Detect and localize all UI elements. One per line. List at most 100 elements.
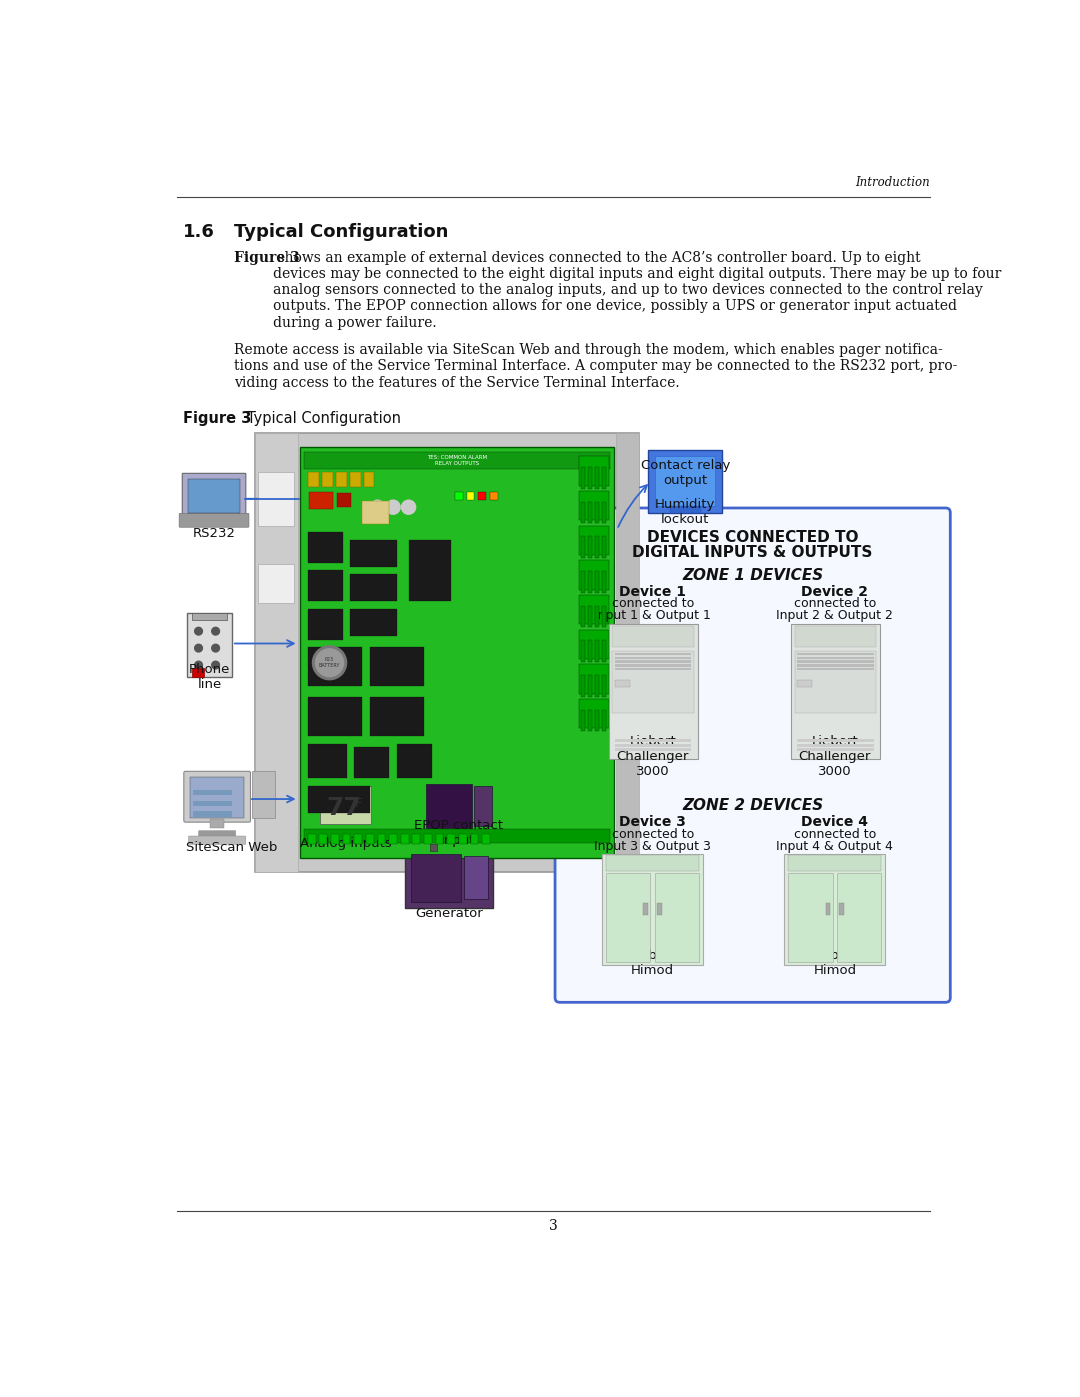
Text: Liebert
Challenger
3000: Liebert Challenger 3000 — [798, 735, 870, 778]
Bar — [255, 433, 298, 872]
Bar — [615, 668, 691, 671]
Bar — [797, 668, 874, 671]
Bar — [615, 739, 691, 742]
Bar — [788, 855, 881, 870]
Bar — [797, 743, 874, 746]
Bar — [579, 630, 608, 659]
Bar — [350, 609, 397, 636]
Bar — [369, 647, 424, 686]
Bar — [595, 606, 599, 627]
Circle shape — [212, 661, 219, 669]
Text: DEVICES CONNECTED TO: DEVICES CONNECTED TO — [647, 529, 859, 545]
Bar — [606, 873, 650, 961]
Text: Input 2 & Output 2: Input 2 & Output 2 — [777, 609, 893, 622]
Bar — [615, 665, 691, 666]
Text: TES: COMMON ALARM
RELAY OUTPUTS: TES: COMMON ALARM RELAY OUTPUTS — [427, 455, 487, 465]
Text: Figure 3: Figure 3 — [234, 251, 300, 265]
FancyBboxPatch shape — [199, 831, 235, 838]
Circle shape — [402, 500, 416, 514]
Bar — [837, 873, 881, 961]
Bar — [602, 467, 606, 489]
FancyBboxPatch shape — [189, 835, 246, 844]
Text: Device 2: Device 2 — [801, 585, 868, 599]
Bar — [336, 472, 347, 488]
Bar — [430, 844, 437, 851]
Bar — [608, 624, 698, 759]
FancyBboxPatch shape — [420, 777, 497, 835]
Bar — [401, 834, 408, 844]
Circle shape — [212, 644, 219, 652]
Text: Input 4 & Output 4: Input 4 & Output 4 — [777, 840, 893, 852]
Bar — [471, 834, 478, 844]
Text: Typical Configuration: Typical Configuration — [233, 411, 402, 426]
Bar — [602, 640, 606, 662]
Bar — [581, 606, 585, 627]
Text: ZONE 1 DEVICES: ZONE 1 DEVICES — [683, 569, 823, 583]
Bar — [615, 743, 691, 746]
Bar — [258, 564, 294, 602]
Bar — [350, 539, 397, 567]
Bar — [579, 665, 608, 693]
Bar — [839, 902, 845, 915]
Bar — [588, 710, 592, 731]
Bar — [354, 834, 362, 844]
Circle shape — [351, 831, 359, 840]
Bar — [258, 472, 294, 525]
Bar — [615, 657, 691, 659]
Circle shape — [315, 648, 343, 676]
Bar — [303, 828, 610, 842]
Bar — [602, 536, 606, 557]
Circle shape — [312, 645, 347, 680]
Bar — [187, 613, 232, 678]
Bar — [322, 472, 333, 488]
Bar — [588, 502, 592, 524]
Bar — [193, 789, 232, 795]
FancyBboxPatch shape — [405, 847, 494, 908]
Bar — [581, 675, 585, 697]
Bar — [797, 665, 874, 666]
Text: Liebert
Himod: Liebert Himod — [811, 949, 859, 977]
Bar — [644, 902, 648, 915]
Bar — [588, 571, 592, 592]
Bar — [612, 626, 693, 647]
Bar — [300, 447, 613, 858]
Text: Figure 3: Figure 3 — [183, 411, 252, 426]
Bar — [308, 609, 342, 640]
Bar — [366, 834, 374, 844]
Circle shape — [194, 627, 202, 636]
Bar — [308, 787, 369, 813]
Bar — [191, 668, 204, 678]
Bar — [342, 834, 350, 844]
Text: Device 4: Device 4 — [801, 816, 868, 830]
Bar — [588, 606, 592, 627]
FancyBboxPatch shape — [321, 787, 372, 824]
Bar — [788, 873, 833, 961]
FancyBboxPatch shape — [179, 513, 248, 527]
Bar — [579, 560, 608, 590]
Text: Remote access is available via SiteScan Web and through the modem, which enables: Remote access is available via SiteScan … — [234, 344, 958, 390]
Bar — [602, 571, 606, 592]
Bar — [190, 778, 244, 817]
Text: Liebert
Challenger
3000: Liebert Challenger 3000 — [617, 735, 689, 778]
Circle shape — [387, 500, 400, 514]
Circle shape — [328, 831, 336, 840]
Bar — [369, 697, 424, 736]
Bar — [595, 710, 599, 731]
Bar — [350, 472, 361, 488]
Bar — [332, 834, 339, 844]
Bar — [581, 640, 585, 662]
Bar — [579, 457, 608, 486]
Bar — [602, 502, 606, 524]
FancyBboxPatch shape — [312, 777, 379, 840]
Bar — [350, 574, 397, 601]
Bar — [191, 613, 227, 620]
Bar — [595, 467, 599, 489]
Bar — [255, 433, 638, 872]
Bar — [362, 502, 389, 524]
Bar — [474, 787, 491, 826]
Bar — [603, 854, 703, 965]
Bar — [308, 743, 347, 778]
Bar — [581, 571, 585, 592]
Bar — [797, 661, 874, 662]
Text: EPOP contact
input: EPOP contact input — [414, 819, 502, 847]
